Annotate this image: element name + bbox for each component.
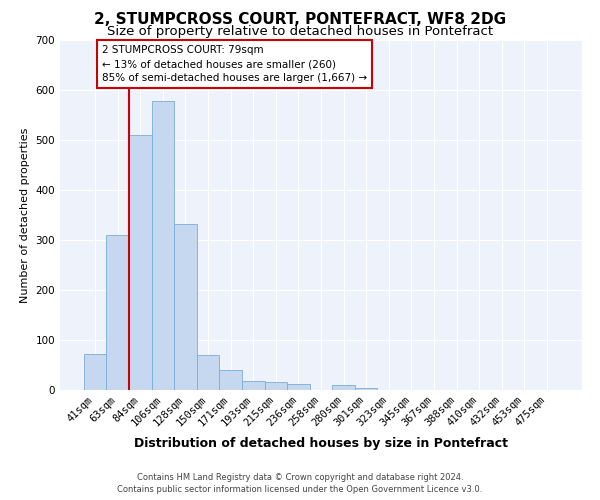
- Text: 2 STUMPCROSS COURT: 79sqm
← 13% of detached houses are smaller (260)
85% of semi: 2 STUMPCROSS COURT: 79sqm ← 13% of detac…: [102, 46, 367, 83]
- Bar: [174, 224, 197, 390]
- Bar: [84, 354, 106, 390]
- Text: 2, STUMPCROSS COURT, PONTEFRACT, WF8 2DG: 2, STUMPCROSS COURT, PONTEFRACT, WF8 2DG: [94, 12, 506, 28]
- Text: Size of property relative to detached houses in Pontefract: Size of property relative to detached ho…: [107, 25, 493, 38]
- Bar: [220, 370, 242, 390]
- Bar: [332, 385, 355, 390]
- Bar: [129, 135, 152, 390]
- X-axis label: Distribution of detached houses by size in Pontefract: Distribution of detached houses by size …: [134, 437, 508, 450]
- Bar: [197, 355, 220, 390]
- Bar: [242, 381, 265, 390]
- Bar: [106, 235, 129, 390]
- Bar: [152, 101, 174, 390]
- Text: Contains HM Land Registry data © Crown copyright and database right 2024.
Contai: Contains HM Land Registry data © Crown c…: [118, 472, 482, 494]
- Bar: [287, 384, 310, 390]
- Bar: [355, 388, 377, 390]
- Y-axis label: Number of detached properties: Number of detached properties: [20, 128, 30, 302]
- Bar: [265, 382, 287, 390]
